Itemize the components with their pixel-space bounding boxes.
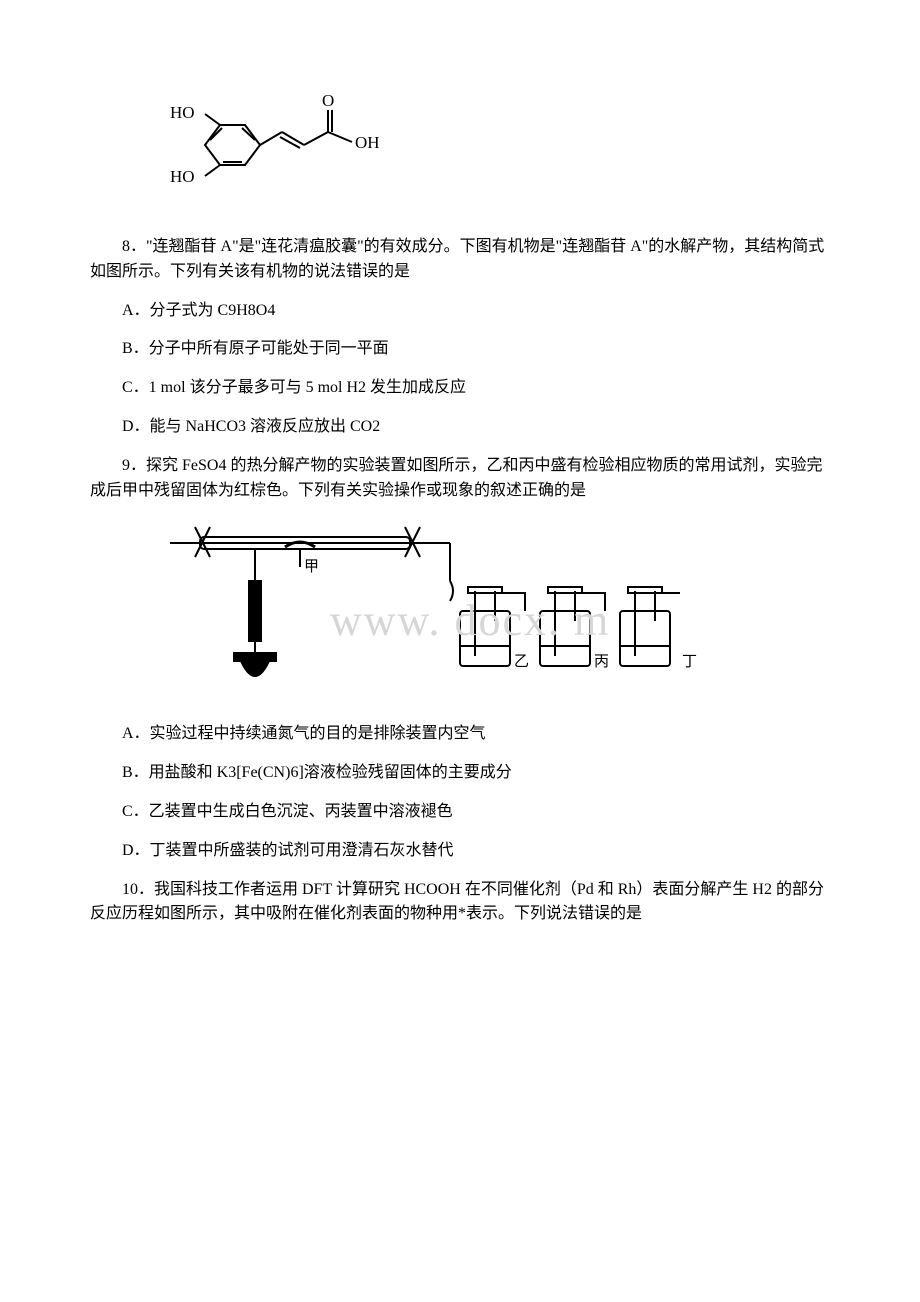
q8-stem: 8．"连翘酯苷 A"是"连花清瘟胶囊"的有效成分。下图有机物是"连翘酯苷 A"的… (90, 235, 830, 285)
label-bing: 丙 (594, 654, 609, 670)
q8-option-c: C．1 mol 该分子最多可与 5 mol H2 发生加成反应 (90, 376, 830, 401)
label-ho-top: HO (170, 103, 195, 122)
molecule-figure: HO HO O OH (150, 90, 830, 205)
q9-option-b: B．用盐酸和 K3[Fe(CN)6]溶液检验残留固体的主要成分 (90, 761, 830, 786)
label-ho-bottom: HO (170, 167, 195, 186)
q8-option-a: A．分子式为 C9H8O4 (90, 299, 830, 324)
q10-stem: 10．我国科技工作者运用 DFT 计算研究 HCOOH 在不同催化剂（Pd 和 … (90, 878, 830, 928)
label-jia: 甲 (304, 559, 319, 575)
label-oh: OH (355, 133, 380, 152)
q8-option-b: B．分子中所有原子可能处于同一平面 (90, 337, 830, 362)
apparatus-figure: www. docx. m (150, 521, 830, 696)
q9-option-d: D．丁装置中所盛装的试剂可用澄清石灰水替代 (90, 839, 830, 864)
q9-option-c: C．乙装置中生成白色沉淀、丙装置中溶液褪色 (90, 800, 830, 825)
label-ding: 丁 (682, 654, 697, 670)
q9-stem: 9．探究 FeSO4 的热分解产物的实验装置如图所示，乙和丙中盛有检验相应物质的… (90, 454, 830, 504)
q9-option-a: A．实验过程中持续通氮气的目的是排除装置内空气 (90, 722, 830, 747)
molecule-svg: HO HO O OH (150, 90, 390, 200)
page: HO HO O OH 8．"连翘酯苷 A"是"连花清瘟胶囊"的有效成分。下图有机… (0, 0, 920, 1302)
label-yi: 乙 (514, 654, 529, 670)
label-o: O (322, 91, 334, 110)
apparatus-svg: 甲 乙 丙 丁 (150, 521, 710, 691)
q8-option-d: D．能与 NaHCO3 溶液反应放出 CO2 (90, 415, 830, 440)
